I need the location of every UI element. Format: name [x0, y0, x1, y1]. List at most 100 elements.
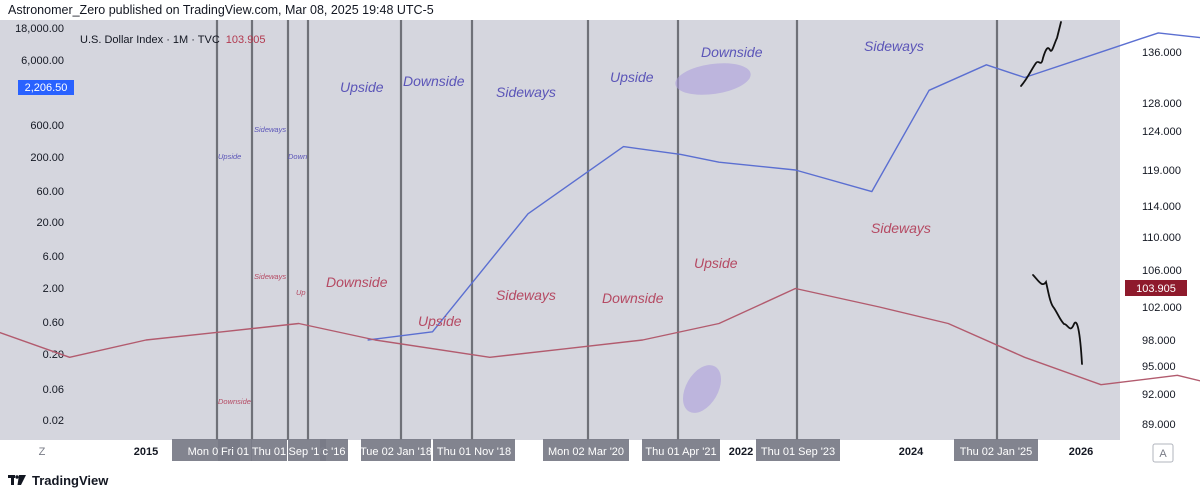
annotation-small-red: Sideways — [254, 272, 286, 281]
left-tick-label: 18,000.00 — [15, 23, 64, 35]
projection-down-sketch — [1032, 274, 1083, 365]
footer: TradingView — [8, 470, 108, 490]
annotation-blue: Upside — [340, 79, 384, 95]
annotation-blue: Upside — [610, 69, 654, 85]
left-tick-label: 6,000.00 — [21, 55, 64, 67]
right-price-badge-label: 103.905 — [1136, 283, 1176, 295]
annotations: Upside Downside Sideways Upside Downside Side… — [218, 38, 931, 406]
annotation-red: Downside — [602, 290, 664, 306]
publish-info: Astronomer_Zero published on TradingView… — [8, 3, 434, 21]
right-tick-label: 124.000 — [1142, 126, 1182, 138]
x-axis-label: 2024 — [899, 446, 924, 458]
tradingview-brand: TradingView — [32, 472, 109, 488]
annotation-small-blue: Upside — [218, 152, 241, 161]
date-badge — [954, 439, 1038, 461]
plot-area — [0, 20, 1120, 440]
date-badge — [218, 439, 252, 461]
right-tick-label: 89.000 — [1142, 419, 1176, 431]
projection-sketch — [1020, 21, 1083, 365]
annotation-red: Upside — [418, 313, 462, 329]
annotation-small-blue: Sideways — [254, 125, 286, 134]
chart[interactable]: 18,000.00 6,000.00 600.00 200.00 60.00 20.00 6… — [0, 20, 1200, 465]
annotation-blue: Downside — [701, 44, 763, 60]
date-badge-label: Mon 02 — [188, 446, 225, 458]
left-price-badge — [18, 80, 74, 95]
annotation-red: Sideways — [871, 220, 931, 236]
right-axis-ticks: 136.000 128.000 124.000 119.000 114.000 110.0… — [1142, 47, 1182, 431]
date-badge-label: Sep '16 — [289, 446, 326, 458]
right-tick-label: 136.000 — [1142, 47, 1182, 59]
annotation-small-blue: Down — [288, 152, 307, 161]
series-line-1 — [0, 287, 1200, 386]
left-tick-label: 20.00 — [36, 217, 64, 229]
right-tick-label: 114.000 — [1142, 201, 1181, 213]
price-badges: 2,206.50 103.905 — [18, 80, 1187, 296]
x-axis-label: 2015 — [134, 446, 158, 458]
legend-symbol: U.S. Dollar Index · 1M · TVC — [80, 34, 220, 46]
left-tick-label: 0.20 — [43, 349, 64, 361]
left-tick-label: 60.00 — [36, 186, 64, 198]
date-badge-label: c '16 — [323, 446, 346, 458]
right-tick-label: 128.000 — [1142, 98, 1182, 110]
series-line-0 — [367, 32, 1200, 341]
highlight-ellipse — [675, 63, 751, 95]
right-tick-label: 92.000 — [1142, 389, 1176, 401]
auto-scale-label[interactable]: A — [1159, 448, 1167, 460]
annotation-blue: Sideways — [496, 84, 556, 100]
left-tick-label: 200.00 — [30, 152, 64, 164]
date-badge — [320, 439, 348, 461]
right-price-badge — [1125, 280, 1187, 296]
highlight-ellipse — [683, 365, 721, 413]
vertical-lines — [215, 20, 999, 440]
right-tick-label: 98.000 — [1142, 335, 1176, 347]
series-layer — [0, 32, 1200, 386]
date-badge-label: Fri 01 — [221, 446, 249, 458]
date-badge — [433, 439, 515, 461]
annotation-red: Sideways — [496, 287, 556, 303]
left-tick-label: 6.00 — [43, 251, 64, 263]
right-tick-label: 102.000 — [1142, 302, 1182, 314]
publish-info-text: Astronomer_Zero published on TradingView… — [8, 3, 434, 17]
annotation-blue: Downside — [403, 73, 465, 89]
date-badge-label: Tue 02 Jan '18 — [360, 446, 432, 458]
date-badge-label: Thu 01 Apr '21 — [645, 446, 716, 458]
date-badge — [642, 439, 720, 461]
left-axis: 18,000.00 6,000.00 600.00 200.00 60.00 20.00 6… — [15, 23, 64, 427]
legend-value: 103.905 — [226, 34, 266, 46]
left-tick-label: 600.00 — [30, 120, 64, 132]
left-tick-label: 0.02 — [43, 415, 64, 427]
date-badge-label: Thu 01 — [252, 446, 286, 458]
legend-line: U.S. Dollar Index · 1M · TVC 103.905 — [80, 34, 266, 46]
date-badge — [543, 439, 629, 461]
highlight-ellipses — [675, 63, 751, 413]
annotation-small-red: Up — [296, 288, 306, 297]
date-badge-label: Mon 02 Mar '20 — [548, 446, 624, 458]
left-tick-label: 0.06 — [43, 384, 64, 396]
annotation-small-red: Downside — [218, 397, 251, 406]
date-badge — [251, 439, 287, 461]
date-badge — [361, 439, 431, 461]
annotation-red: Downside — [326, 274, 388, 290]
right-tick-label: 119.000 — [1142, 165, 1181, 177]
right-tick-label: 110.000 — [1142, 232, 1181, 244]
right-tick-label: 106.000 — [1142, 265, 1182, 277]
x-axis-label: 2026 — [1069, 446, 1093, 458]
annotation-blue: Sideways — [864, 38, 924, 54]
x-axis-label: 2022 — [729, 446, 753, 458]
annotation-red: Upside — [694, 255, 738, 271]
date-badge — [756, 439, 840, 461]
left-tick-label: 0.60 — [43, 317, 64, 329]
date-badge-label: Thu 01 Sep '23 — [761, 446, 835, 458]
right-axis — [1120, 20, 1200, 440]
date-badge-label: Thu 01 Nov '18 — [437, 446, 511, 458]
left-tick-label: 2.00 — [43, 283, 64, 295]
tradingview-logo-icon — [8, 475, 26, 485]
left-price-badge-label: 2,206.50 — [25, 82, 68, 94]
zoom-toggle-label[interactable]: Z — [39, 446, 46, 458]
auto-scale-button[interactable] — [1152, 443, 1174, 463]
legend: U.S. Dollar Index · 1M · TVC 103.905 — [80, 34, 266, 46]
date-badge-label: Thu 02 Jan '25 — [960, 446, 1032, 458]
right-tick-label: 95.000 — [1142, 361, 1176, 373]
projection-up-sketch — [1020, 21, 1062, 87]
